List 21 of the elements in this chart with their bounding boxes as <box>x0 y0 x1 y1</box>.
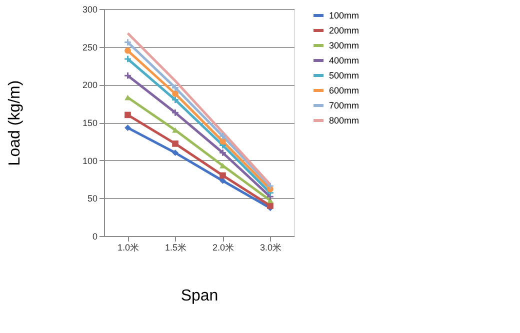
y-tick-label: 100 <box>82 156 98 166</box>
legend-label: 500mm <box>329 70 360 80</box>
x-tick-label: 1.5米 <box>164 242 187 252</box>
legend-label: 100mm <box>329 10 360 20</box>
y-tick-label: 0 <box>92 232 98 242</box>
x-axis-title: Span <box>180 288 218 304</box>
legend-label: 700mm <box>329 100 360 110</box>
y-axis-title: Load (kg/m) <box>6 80 24 166</box>
x-tick-label: 1.0米 <box>117 242 140 252</box>
y-tick-label: 300 <box>82 4 98 14</box>
legend-label: 400mm <box>329 56 360 66</box>
legend-label: 600mm <box>329 86 360 96</box>
y-tick-label: 50 <box>87 194 98 204</box>
y-tick-label: 250 <box>82 42 98 52</box>
y-tick-label: 150 <box>82 118 98 128</box>
legend-label: 200mm <box>329 26 360 36</box>
legend-label: 800mm <box>329 116 360 126</box>
y-tick-label: 200 <box>82 80 98 90</box>
legend-label: 300mm <box>329 40 360 50</box>
x-tick-label: 3.0米 <box>260 242 282 252</box>
x-tick-label: 2.0米 <box>212 242 234 252</box>
